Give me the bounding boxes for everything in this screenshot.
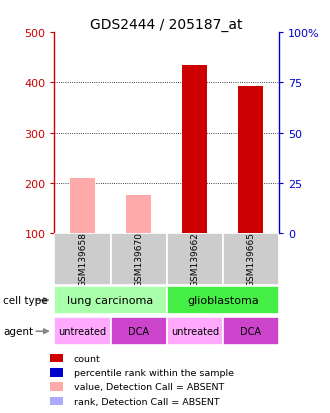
Text: cell type: cell type [3,295,48,306]
FancyBboxPatch shape [167,233,223,285]
Text: GSM139662: GSM139662 [190,232,199,287]
Bar [238,87,263,233]
FancyBboxPatch shape [111,233,167,285]
FancyBboxPatch shape [167,287,279,314]
Text: value, Detection Call = ABSENT: value, Detection Call = ABSENT [74,382,224,391]
Bar [50,382,63,391]
FancyBboxPatch shape [54,287,167,314]
Bar [50,368,63,377]
Bar [182,66,207,233]
Title: GDS2444 / 205187_at: GDS2444 / 205187_at [90,18,243,32]
Text: untreated: untreated [171,326,219,336]
Text: untreated: untreated [58,326,107,336]
Bar [50,397,63,406]
Bar [70,178,95,233]
Text: GSM139670: GSM139670 [134,232,143,287]
Bar [50,354,63,363]
FancyBboxPatch shape [223,233,279,285]
Text: DCA: DCA [240,326,261,336]
Text: DCA: DCA [128,326,149,336]
Bar [126,196,151,233]
Text: rank, Detection Call = ABSENT: rank, Detection Call = ABSENT [74,397,219,406]
FancyBboxPatch shape [54,318,111,345]
FancyBboxPatch shape [54,233,111,285]
Text: count: count [74,354,100,363]
Text: GSM139665: GSM139665 [246,232,255,287]
Text: GSM139658: GSM139658 [78,232,87,287]
Text: glioblastoma: glioblastoma [187,295,259,305]
FancyBboxPatch shape [111,318,167,345]
Text: percentile rank within the sample: percentile rank within the sample [74,368,234,377]
Text: lung carcinoma: lung carcinoma [67,295,154,305]
FancyBboxPatch shape [223,318,279,345]
Text: agent: agent [3,326,33,337]
FancyBboxPatch shape [167,318,223,345]
